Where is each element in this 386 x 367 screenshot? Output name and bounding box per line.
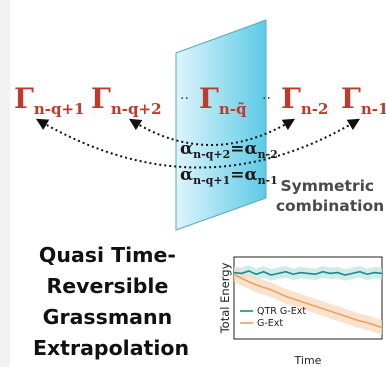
legend-label-qtr: QTR G-Ext: [257, 306, 306, 317]
time-reversal-plane: [175, 19, 267, 231]
left-margin-strip: [0, 0, 10, 367]
alpha-equation-inner: αn-q+2=αn-2: [180, 139, 278, 161]
symmetric-combination-note: Symmetric combination: [276, 177, 384, 215]
gamma-label-n-2: Γn-2: [281, 82, 328, 118]
inner-symmetry-arrow: [128, 118, 296, 146]
gamma-symbol: Γ: [341, 82, 361, 115]
gamma-symbol: Γ: [14, 82, 34, 115]
gamma-label-n-q-tilde: Γn-q̃: [199, 82, 247, 118]
y-axis-label: Total Energy: [218, 262, 232, 334]
series-line-0: [233, 270, 383, 276]
alpha-equation-outer: αn-q+1=αn-1: [180, 165, 278, 187]
gamma-subscript: n-1: [361, 100, 386, 118]
gamma-symbol: Γ: [199, 82, 219, 115]
gamma-label-n-q+1: Γn-q+1: [14, 82, 85, 118]
ellipsis-right: ··: [262, 91, 271, 107]
series-line-1: [233, 273, 383, 329]
inset-energy-chart: Total Energy Time QTR G-Ext G-Ext: [218, 256, 383, 367]
gamma-subscript: n-q+2: [111, 100, 162, 118]
gamma-label-n-1: Γn-1: [341, 82, 386, 118]
ellipsis-left: ··: [180, 91, 189, 107]
x-axis-label: Time: [294, 354, 322, 367]
gamma-symbol: Γ: [281, 82, 301, 115]
series-band-1: [234, 266, 382, 335]
gamma-subscript: n-q+1: [34, 100, 85, 118]
gamma-symbol: Γ: [91, 82, 111, 115]
gamma-subscript: n-q̃: [219, 100, 247, 118]
legend-label-gext: G-Ext: [257, 318, 283, 329]
page-title: Quasi Time- Reversible Grassmann Extrapo…: [33, 243, 189, 360]
gamma-label-n-q+2: Γn-q+2: [91, 82, 162, 118]
gamma-subscript: n-2: [301, 100, 329, 118]
outer-symmetry-arrow: [35, 118, 361, 169]
chart-legend: QTR G-Ext G-Ext: [240, 306, 306, 329]
